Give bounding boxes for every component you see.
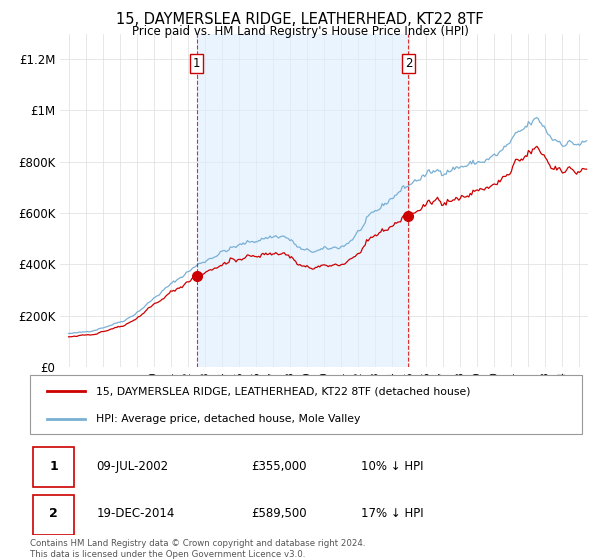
- Text: 1: 1: [193, 57, 200, 69]
- Text: 10% ↓ HPI: 10% ↓ HPI: [361, 460, 424, 473]
- Text: £355,000: £355,000: [251, 460, 307, 473]
- Text: HPI: Average price, detached house, Mole Valley: HPI: Average price, detached house, Mole…: [96, 414, 361, 424]
- Text: Contains HM Land Registry data © Crown copyright and database right 2024.: Contains HM Land Registry data © Crown c…: [30, 539, 365, 548]
- FancyBboxPatch shape: [33, 495, 74, 535]
- Text: 1: 1: [49, 460, 58, 473]
- Text: 2: 2: [405, 57, 412, 69]
- FancyBboxPatch shape: [30, 375, 582, 434]
- Text: 2: 2: [49, 507, 58, 520]
- Text: 17% ↓ HPI: 17% ↓ HPI: [361, 507, 424, 520]
- Text: 19-DEC-2014: 19-DEC-2014: [96, 507, 175, 520]
- Text: £589,500: £589,500: [251, 507, 307, 520]
- FancyBboxPatch shape: [33, 447, 74, 487]
- Bar: [197, 34, 409, 367]
- Text: This data is licensed under the Open Government Licence v3.0.: This data is licensed under the Open Gov…: [30, 550, 305, 559]
- Text: 15, DAYMERSLEA RIDGE, LEATHERHEAD, KT22 8TF (detached house): 15, DAYMERSLEA RIDGE, LEATHERHEAD, KT22 …: [96, 386, 471, 396]
- Text: 15, DAYMERSLEA RIDGE, LEATHERHEAD, KT22 8TF: 15, DAYMERSLEA RIDGE, LEATHERHEAD, KT22 …: [116, 12, 484, 27]
- Text: Price paid vs. HM Land Registry's House Price Index (HPI): Price paid vs. HM Land Registry's House …: [131, 25, 469, 38]
- Text: 09-JUL-2002: 09-JUL-2002: [96, 460, 169, 473]
